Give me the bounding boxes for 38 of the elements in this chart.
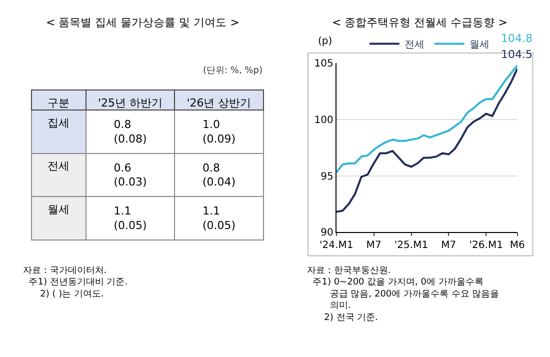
category-label: '25년 하반기 [98, 96, 163, 110]
category-label: 전세 [48, 160, 70, 173]
y-tick-label: 95 [320, 171, 334, 182]
text: 1.1 (0.05) [114, 204, 147, 232]
text: 자료 : 한국부동산원. [307, 266, 391, 276]
text: 자료 : 국가데이터처. [23, 266, 107, 276]
y-tick-label: 105 [314, 58, 334, 70]
y-axis-title: (p) [318, 36, 332, 47]
text: 0.8 (0.04) [202, 161, 236, 189]
line-series [336, 64, 518, 174]
y-tick-label: 100 [314, 114, 334, 126]
data-label: 104.8 [501, 32, 532, 45]
x-tick-label: '24.M1 [320, 240, 354, 252]
text: 0.8 (0.08) [114, 118, 147, 146]
data-label: 104.5 [501, 48, 532, 61]
text: 1.1 (0.05) [202, 204, 236, 232]
x-tick-label: M7 [441, 240, 456, 252]
text: 2) ( )는 기여도. [23, 289, 104, 300]
category-label: 월세 [48, 202, 70, 216]
text: 주1) 전년동기대비 기준. [23, 278, 128, 288]
category-label: 집세 [48, 116, 70, 130]
chart-title: < 종합주택유형 전월세 수급동향 > [332, 16, 508, 29]
line-series [336, 68, 518, 213]
x-tick-label: '25.M1 [394, 240, 428, 252]
x-tick-label: M6 [510, 240, 525, 252]
text: 2) 전국 기준. [307, 312, 378, 323]
legend-label: 전세 [404, 40, 424, 51]
text: 1.0 (0.09) [202, 118, 236, 146]
category-label: 구분 [48, 96, 70, 110]
text: 0.6 (0.03) [114, 161, 147, 189]
category-label: '26년 상반기 [186, 96, 252, 110]
x-tick-label: M7 [366, 240, 382, 252]
y-tick-label: 90 [320, 228, 334, 239]
text: 주1) 0~200 값을 가지며, 0에 가까울수록 공급 많음, 200에 가까울수록 수요 많음을 의미. [307, 278, 500, 312]
legend-label: 월세 [469, 40, 490, 51]
text: < 품목별 집세 물가상승률 및 기여도 > [46, 16, 240, 29]
text: (단위: %, %p) [203, 66, 262, 76]
x-tick-label: '26.M1 [469, 240, 503, 252]
